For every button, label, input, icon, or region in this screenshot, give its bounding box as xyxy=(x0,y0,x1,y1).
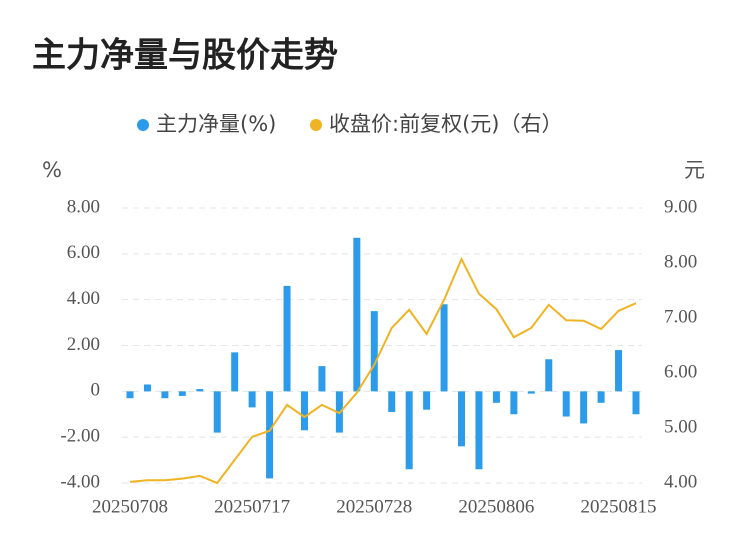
bar xyxy=(300,391,308,431)
y2-tick-label: 6.00 xyxy=(664,361,697,382)
x-tick-label: 20250708 xyxy=(92,496,168,517)
bar xyxy=(370,311,378,392)
y2-tick-label: 7.00 xyxy=(664,306,697,327)
y2-tick-label: 8.00 xyxy=(664,251,697,272)
y2-axis-label: 元 xyxy=(684,158,705,182)
bar xyxy=(492,391,500,403)
legend-label: 主力净量(%) xyxy=(156,112,276,136)
bar xyxy=(126,391,134,399)
y-tick-label: -2.00 xyxy=(60,426,100,447)
x-tick-label: 20250728 xyxy=(336,496,412,517)
bar xyxy=(545,359,553,392)
bar xyxy=(283,285,291,392)
bar xyxy=(161,391,169,399)
y-tick-label: 0 xyxy=(91,380,101,401)
bar xyxy=(248,391,256,408)
bar xyxy=(615,350,623,392)
bar xyxy=(458,391,466,447)
price-line xyxy=(129,256,637,485)
y-axis-label: % xyxy=(42,158,62,182)
bar xyxy=(405,391,413,470)
bar xyxy=(440,304,448,392)
bar xyxy=(632,391,640,415)
bar xyxy=(562,391,570,417)
y-tick-label: 6.00 xyxy=(67,242,100,263)
bar xyxy=(388,391,396,412)
bar xyxy=(266,391,274,479)
bar xyxy=(510,391,518,415)
chart-title: 主力净量与股价走势 xyxy=(32,36,338,76)
bar xyxy=(231,352,239,392)
x-tick-label: 20250806 xyxy=(458,496,534,517)
y2-tick-label: 5.00 xyxy=(664,416,697,437)
y2-tick-label: 9.00 xyxy=(664,196,697,217)
bar xyxy=(213,391,221,433)
legend-marker xyxy=(310,119,322,131)
bar xyxy=(318,366,326,392)
bar xyxy=(597,391,605,403)
legend-marker xyxy=(137,119,149,131)
bar xyxy=(178,391,186,396)
y2-tick-label: 4.00 xyxy=(664,471,697,492)
y-tick-label: -4.00 xyxy=(60,471,100,492)
bar xyxy=(580,391,588,424)
x-tick-label: 20250717 xyxy=(214,496,290,517)
bar xyxy=(353,237,361,392)
legend-label: 收盘价:前复权(元)（右） xyxy=(329,112,562,136)
bar xyxy=(196,389,204,392)
y-tick-label: 8.00 xyxy=(67,196,100,217)
y-tick-label: 2.00 xyxy=(67,334,100,355)
bar xyxy=(143,384,151,392)
x-tick-label: 20250815 xyxy=(581,496,657,517)
bar xyxy=(475,391,483,470)
bar xyxy=(423,391,431,410)
bar xyxy=(527,391,535,394)
y-tick-label: 4.00 xyxy=(67,288,100,309)
